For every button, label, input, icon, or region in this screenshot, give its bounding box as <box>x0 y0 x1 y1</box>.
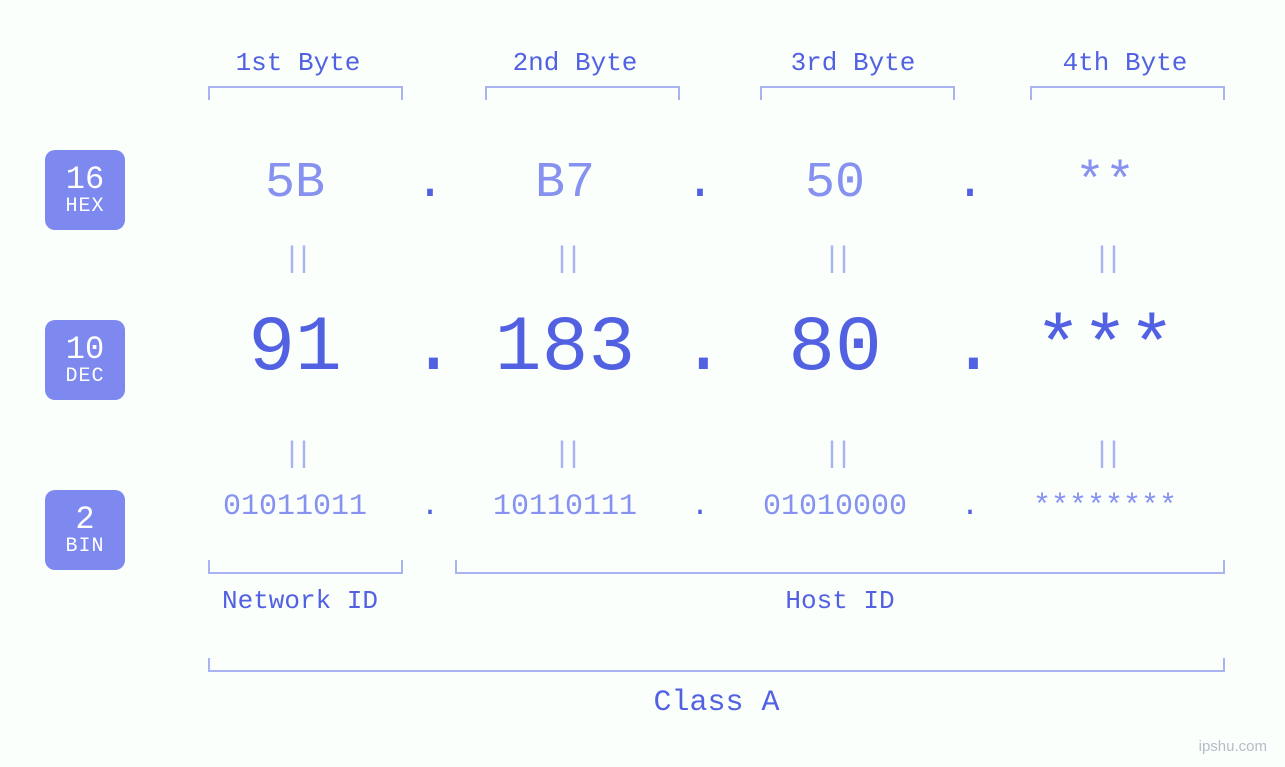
badge-dec: 10 DEC <box>45 320 125 400</box>
top-bracket-4 <box>1030 86 1225 100</box>
hex-byte-2: B7 <box>450 155 680 212</box>
dec-row: 91 . 183 . 80 . *** <box>180 305 1245 393</box>
dot: . <box>680 305 720 393</box>
class-bracket <box>208 658 1225 672</box>
badge-dec-num: 10 <box>66 333 104 367</box>
equals-icon: || <box>180 438 410 472</box>
badge-bin-label: BIN <box>65 536 104 557</box>
byte-header-2: 2nd Byte <box>475 48 675 78</box>
byte-header-1: 1st Byte <box>198 48 398 78</box>
hex-byte-3: 50 <box>720 155 950 212</box>
dec-byte-3: 80 <box>720 305 950 393</box>
dot: . <box>950 490 990 524</box>
top-bracket-3 <box>760 86 955 100</box>
badge-hex-num: 16 <box>66 163 104 197</box>
equals-icon: || <box>990 438 1220 472</box>
equals-icon: || <box>180 243 410 277</box>
bin-byte-4: ******** <box>990 490 1220 524</box>
dot: . <box>410 490 450 524</box>
dec-byte-2: 183 <box>450 305 680 393</box>
top-bracket-1 <box>208 86 403 100</box>
badge-hex: 16 HEX <box>45 150 125 230</box>
top-bracket-2 <box>485 86 680 100</box>
equals-row-1: || || || || <box>180 243 1245 277</box>
equals-icon: || <box>450 438 680 472</box>
bin-row: 01011011 . 10110111 . 01010000 . *******… <box>180 490 1245 524</box>
watermark: ipshu.com <box>1199 738 1267 755</box>
class-label: Class A <box>208 686 1225 720</box>
dot: . <box>680 155 720 212</box>
dot: . <box>410 305 450 393</box>
equals-row-2: || || || || <box>180 438 1245 472</box>
bin-byte-3: 01010000 <box>720 490 950 524</box>
byte-header-3: 3rd Byte <box>753 48 953 78</box>
badge-hex-label: HEX <box>65 196 104 217</box>
equals-icon: || <box>720 243 950 277</box>
dot: . <box>950 155 990 212</box>
equals-icon: || <box>450 243 680 277</box>
hex-byte-1: 5B <box>180 155 410 212</box>
dot: . <box>680 490 720 524</box>
network-id-label: Network ID <box>200 586 400 616</box>
bin-byte-2: 10110111 <box>450 490 680 524</box>
dec-byte-1: 91 <box>180 305 410 393</box>
badge-dec-label: DEC <box>65 366 104 387</box>
hex-row: 5B . B7 . 50 . ** <box>180 155 1245 212</box>
bin-byte-1: 01011011 <box>180 490 410 524</box>
equals-icon: || <box>720 438 950 472</box>
badge-bin-num: 2 <box>75 503 94 537</box>
dec-byte-4: *** <box>990 305 1220 393</box>
host-id-bracket <box>455 560 1225 574</box>
byte-header-4: 4th Byte <box>1025 48 1225 78</box>
hex-byte-4: ** <box>990 155 1220 212</box>
host-id-label: Host ID <box>455 586 1225 616</box>
dot: . <box>410 155 450 212</box>
dot: . <box>950 305 990 393</box>
equals-icon: || <box>990 243 1220 277</box>
network-id-bracket <box>208 560 403 574</box>
badge-bin: 2 BIN <box>45 490 125 570</box>
